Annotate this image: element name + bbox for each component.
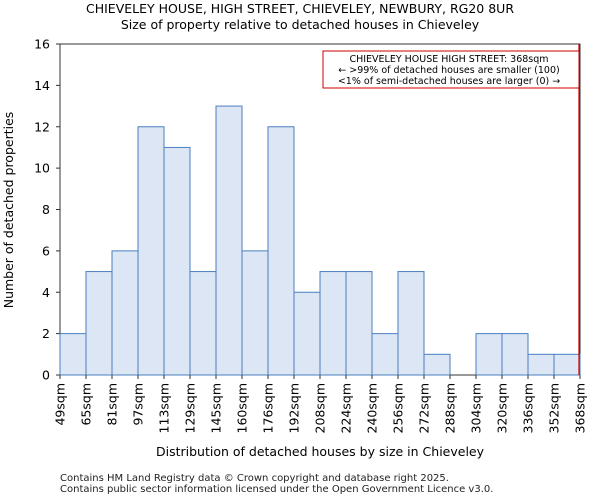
x-tick-label: 352sqm [547, 383, 562, 433]
x-tick-label: 49sqm [53, 383, 68, 426]
x-tick-label: 256sqm [391, 383, 406, 433]
bar-113sqm [163, 146, 191, 376]
y-tick-label: 12 [34, 119, 50, 134]
y-axis: 0 2 4 6 8 10 12 14 16 [34, 37, 60, 383]
y-tick-label: 10 [34, 161, 50, 176]
x-axis-label: Distribution of detached houses by size … [156, 444, 485, 459]
bar-97sqm [137, 126, 165, 376]
bar-352sqm [553, 353, 581, 376]
bar-208sqm [319, 271, 347, 376]
bars-group [59, 105, 581, 376]
bar-65sqm [85, 271, 113, 376]
annotation-line-1: CHIEVELEY HOUSE HIGH STREET: 368sqm [349, 54, 548, 65]
bar-320sqm [501, 333, 529, 376]
bar-240sqm [371, 333, 399, 376]
x-tick-label: 176sqm [261, 383, 276, 433]
bar-336sqm [527, 353, 555, 376]
bar-81sqm [111, 250, 139, 376]
y-tick-label: 0 [42, 368, 50, 383]
y-tick-label: 6 [42, 243, 50, 258]
footer-licence: Contains public sector information licen… [60, 484, 494, 495]
x-tick-label: 336sqm [521, 383, 536, 433]
x-tick-label: 208sqm [313, 383, 328, 433]
x-tick-label: 224sqm [339, 383, 354, 433]
x-tick-label: 81sqm [105, 383, 120, 426]
bar-272sqm [423, 353, 451, 376]
annotation-border [322, 50, 580, 89]
bar-192sqm [293, 291, 321, 376]
x-tick-label: 304sqm [469, 383, 484, 433]
x-tick-label: 65sqm [79, 383, 94, 426]
x-tick-label: 288sqm [443, 383, 458, 433]
chart-title: CHIEVELEY HOUSE, HIGH STREET, CHIEVELEY,… [85, 1, 515, 16]
x-tick-label: 368sqm [573, 383, 588, 433]
bar-49sqm [59, 333, 87, 376]
bar-256sqm [397, 271, 425, 376]
x-tick-label: 272sqm [417, 383, 432, 433]
x-tick-label: 145sqm [209, 383, 224, 433]
x-tick-label: 240sqm [365, 383, 380, 433]
bar-304sqm [475, 333, 503, 376]
y-tick-label: 14 [34, 78, 50, 93]
bar-176sqm [267, 126, 295, 376]
x-tick-label: 320sqm [495, 383, 510, 433]
annotation-line-2: ← >99% of detached houses are smaller (1… [338, 65, 559, 76]
x-tick-label: 97sqm [131, 383, 146, 426]
chart-subtitle: Size of property relative to detached ho… [120, 17, 480, 32]
annotation-box: CHIEVELEY HOUSE HIGH STREET: 368sqm ← >9… [322, 50, 580, 89]
x-tick-label: 129sqm [183, 383, 198, 433]
y-tick-label: 4 [42, 285, 50, 300]
footer-copyright: Contains HM Land Registry data © Crown c… [60, 473, 449, 484]
annotation-line-3: <1% of semi-detached houses are larger (… [338, 76, 560, 87]
x-tick-label: 160sqm [235, 383, 250, 433]
bar-129sqm [189, 271, 217, 376]
bar-160sqm [241, 250, 269, 376]
bar-145sqm [215, 105, 243, 376]
x-tick-label: 192sqm [287, 383, 302, 433]
x-axis: 49sqm 65sqm 81sqm 97sqm 113sqm 129sqm 145sqm 16… [53, 375, 588, 433]
x-tick-label: 113sqm [157, 383, 172, 433]
y-tick-label: 2 [42, 326, 50, 341]
y-axis-label: Number of detached properties [1, 112, 16, 309]
y-tick-label: 16 [34, 37, 50, 52]
y-tick-label: 8 [42, 202, 50, 217]
bar-224sqm [345, 271, 373, 376]
